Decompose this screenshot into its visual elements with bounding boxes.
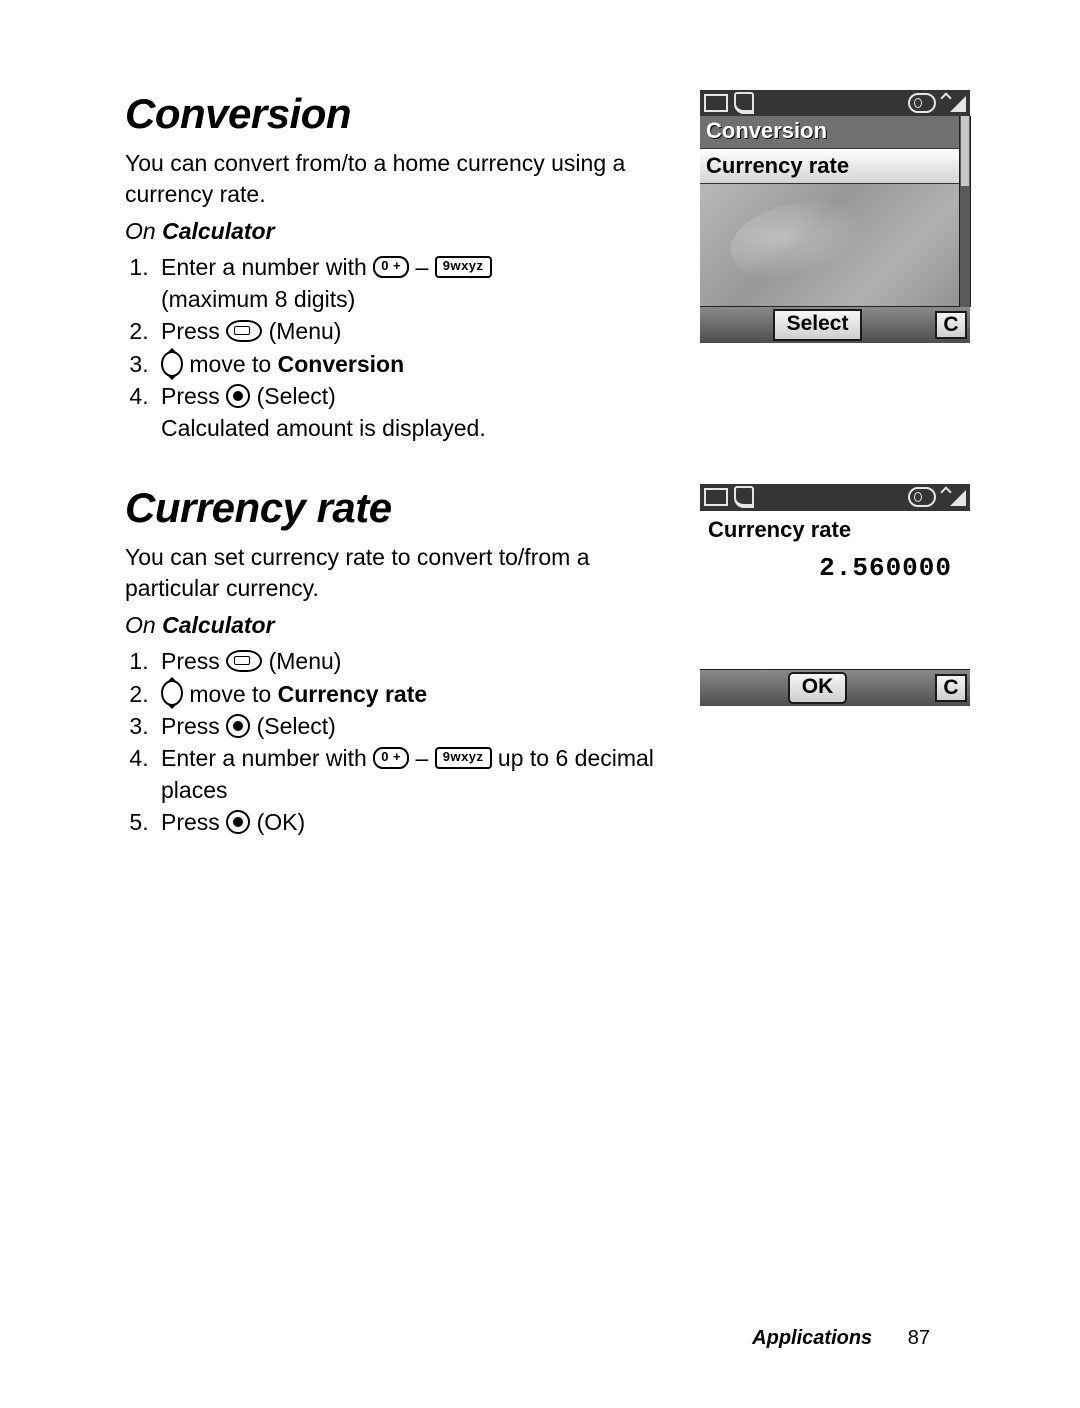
conversion-intro: You can convert from/to a home currency … (125, 148, 675, 210)
key-9-icon: 9wxyz (435, 256, 492, 278)
section-conversion: Conversion You can convert from/to a hom… (125, 90, 970, 444)
phone-softkeys: Select C (700, 306, 970, 343)
phone-title: Conversion (700, 116, 970, 148)
signal-icon (942, 94, 966, 112)
conversion-step-3: move to Conversion (155, 348, 675, 380)
status-icon (908, 487, 936, 507)
currency-text: Currency rate You can set currency rate … (125, 484, 700, 838)
select-key-icon (226, 810, 250, 834)
step-text: Press (161, 383, 226, 409)
status-icon (734, 486, 754, 508)
softkey-select: Select (773, 309, 863, 341)
conversion-context: On Calculator (125, 218, 675, 245)
currency-steps: Press (Menu) move to Currency rate Press… (125, 645, 675, 838)
step-text: Enter a number with (161, 745, 373, 771)
step-text: (OK) (250, 809, 305, 835)
currency-step-1: Press (Menu) (155, 645, 675, 677)
signal-icon (942, 488, 966, 506)
key-9-icon: 9wxyz (435, 747, 492, 769)
step-bold: Conversion (278, 351, 405, 377)
status-left (704, 486, 754, 508)
footer-section-label: Applications (752, 1327, 872, 1349)
step-text: move to (183, 351, 278, 377)
context-bold: Calculator (162, 218, 274, 244)
conversion-step-2: Press (Menu) (155, 315, 675, 347)
status-icon (704, 94, 728, 112)
menu-key-icon (226, 650, 262, 672)
status-right (908, 487, 966, 507)
currency-step-3: Press (Select) (155, 710, 675, 742)
step-text: Calculated amount is displayed. (161, 415, 486, 441)
phone-body (700, 184, 970, 306)
phone-mock-currency-rate: Currency rate 2.560000 OK C (700, 484, 970, 706)
softkey-ok: OK (788, 672, 848, 704)
phone-mock-conversion: Conversion Currency rate Select C (700, 90, 970, 343)
step-bold: Currency rate (278, 681, 428, 707)
step-text: move to (183, 681, 278, 707)
step-text: (Menu) (262, 318, 341, 344)
context-bold: Calculator (162, 612, 274, 638)
step-text: (Select) (250, 713, 336, 739)
phone-body: Currency rate 2.560000 (700, 510, 970, 669)
step-text: – (409, 254, 435, 280)
conversion-step-4: Press (Select) Calculated amount is disp… (155, 380, 675, 444)
scroll-thumb (961, 116, 969, 186)
menu-key-icon (226, 320, 262, 342)
nav-key-icon (161, 680, 183, 706)
conversion-steps: Enter a number with 0 + – 9wxyz (maximum… (125, 251, 675, 444)
step-text: Press (161, 318, 226, 344)
status-icon (704, 488, 728, 506)
key-0-icon: 0 + (373, 256, 409, 278)
currency-intro: You can set currency rate to convert to/… (125, 542, 675, 604)
phone-frame: Currency rate 2.560000 OK C (700, 484, 970, 706)
conversion-heading: Conversion (125, 90, 675, 138)
phone-scrollbar (959, 116, 971, 307)
status-icon (908, 93, 936, 113)
currency-step-4: Enter a number with 0 + – 9wxyz up to 6 … (155, 742, 675, 806)
select-key-icon (226, 714, 250, 738)
step-text: – (409, 745, 435, 771)
phone-currency-value: 2.560000 (700, 545, 970, 583)
step-text: Press (161, 809, 226, 835)
section-currency-rate: Currency rate You can set currency rate … (125, 484, 970, 838)
footer-page-number: 87 (908, 1327, 930, 1349)
softkey-clear: C (935, 311, 967, 339)
phone-highlighted-item: Currency rate (700, 148, 970, 184)
conversion-text: Conversion You can convert from/to a hom… (125, 90, 700, 444)
currency-step-2: move to Currency rate (155, 678, 675, 710)
currency-step-5: Press (OK) (155, 806, 675, 838)
phone-status-bar (700, 484, 970, 510)
wallpaper-graphic (725, 192, 885, 292)
currency-heading: Currency rate (125, 484, 675, 532)
phone-softkeys: OK C (700, 669, 970, 706)
softkey-right-wrap: C (935, 311, 967, 339)
page-footer: Applications 87 (752, 1327, 930, 1350)
key-0-icon: 0 + (373, 747, 409, 769)
phone-frame: Conversion Currency rate Select C (700, 90, 970, 343)
currency-context: On Calculator (125, 612, 675, 639)
status-icon (734, 92, 754, 114)
phone-screen-title: Currency rate (700, 511, 970, 545)
step-text: Enter a number with (161, 254, 373, 280)
step-text: (maximum 8 digits) (161, 286, 355, 312)
context-prefix: On (125, 218, 162, 244)
select-key-icon (226, 384, 250, 408)
softkey-right-wrap: C (935, 674, 967, 702)
step-text: Press (161, 713, 226, 739)
nav-key-icon (161, 351, 183, 377)
step-text: (Select) (250, 383, 336, 409)
softkey-clear: C (935, 674, 967, 702)
status-left (704, 92, 754, 114)
step-text: (Menu) (262, 648, 341, 674)
phone-status-bar (700, 90, 970, 116)
manual-page: Conversion You can convert from/to a hom… (0, 0, 1080, 1408)
status-right (908, 93, 966, 113)
context-prefix: On (125, 612, 162, 638)
conversion-step-1: Enter a number with 0 + – 9wxyz (maximum… (155, 251, 675, 315)
step-text: Press (161, 648, 226, 674)
